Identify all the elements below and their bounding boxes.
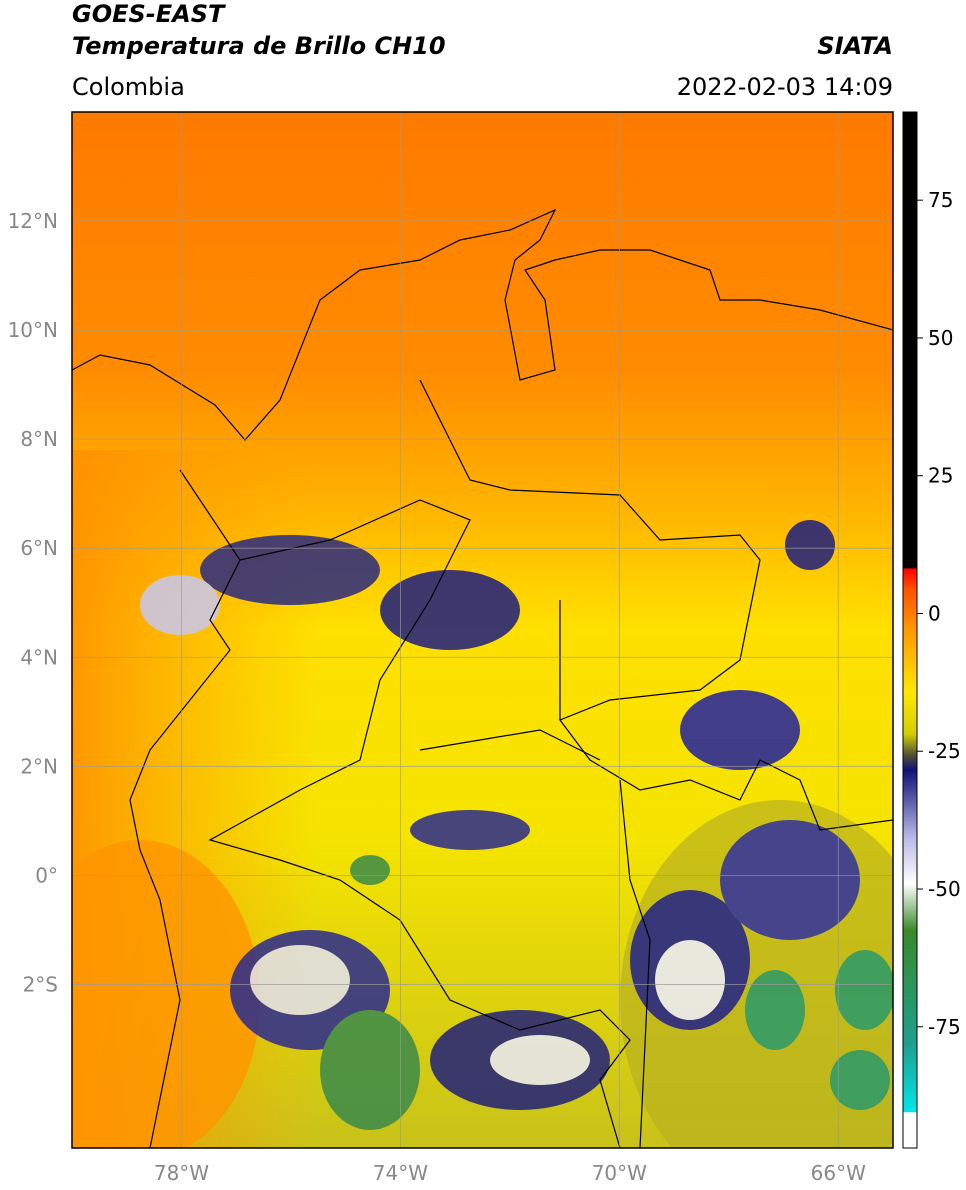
colorbar-tick-label: 0	[928, 601, 941, 625]
graticule	[72, 112, 893, 1148]
subtitle: Temperatura de Brillo CH10	[72, 32, 446, 60]
y-tick-label: 6°N	[20, 536, 58, 560]
satellite-image	[72, 112, 893, 1148]
colorbar-tick-label: 75	[928, 188, 953, 212]
y-tick-label: 0°	[35, 863, 58, 887]
colorbar-tick-label: -75	[928, 1015, 961, 1039]
map-frame	[71, 111, 894, 1149]
colorbar-tick-label: -50	[928, 877, 961, 901]
y-tick-label: 2°N	[20, 754, 58, 778]
y-tick-label: 12°N	[8, 209, 58, 233]
y-tick-label: 2°S	[23, 972, 58, 996]
colorbar-tick-label: 50	[928, 326, 953, 350]
x-tick-label: 66°W	[811, 1161, 866, 1185]
colorbar-tick-label: -25	[928, 739, 961, 763]
x-tick-label: 78°W	[154, 1161, 209, 1185]
datetime: 2022-02-03 14:09	[677, 73, 893, 101]
y-tick-label: 8°N	[20, 427, 58, 451]
region: Colombia	[72, 73, 185, 101]
y-tick-label: 10°N	[8, 318, 58, 342]
colorbar-tick-label: 25	[928, 464, 953, 488]
title: GOES-EAST	[72, 0, 226, 28]
source: SIATA	[817, 32, 893, 60]
x-tick-label: 74°W	[373, 1161, 428, 1185]
x-tick-label: 70°W	[592, 1161, 647, 1185]
colorbar	[902, 111, 918, 1149]
y-tick-label: 4°N	[20, 645, 58, 669]
